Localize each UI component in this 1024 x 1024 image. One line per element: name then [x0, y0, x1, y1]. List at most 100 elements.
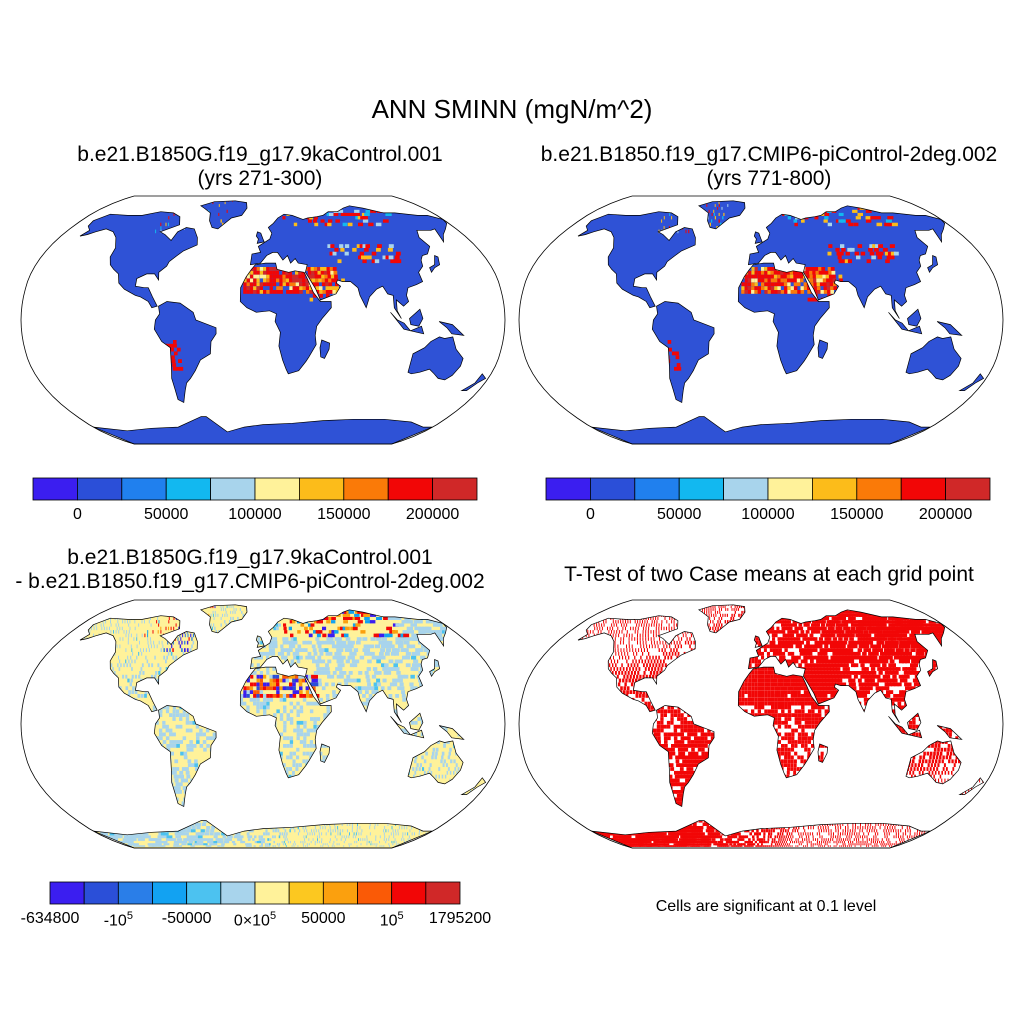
grid-cell — [406, 626, 413, 631]
grid-cell — [387, 686, 392, 691]
grid-cell — [166, 747, 171, 752]
grid-cell — [67, 637, 68, 641]
grid-cell — [180, 671, 183, 675]
grid-cell — [192, 620, 194, 624]
grid-cell — [495, 717, 499, 721]
grid-cell — [241, 633, 244, 638]
grid-cell — [279, 286, 283, 290]
grid-cell — [213, 616, 215, 620]
coastline-north-america — [577, 211, 696, 309]
grid-cell — [434, 793, 436, 798]
grid-cell — [198, 605, 200, 609]
continent-japan — [927, 255, 938, 273]
grid-cell — [467, 682, 473, 687]
grid-cell — [252, 637, 255, 641]
grid-cell — [443, 640, 450, 645]
grid-cell — [181, 640, 183, 645]
grid-cell — [183, 623, 185, 627]
grid-cell — [200, 697, 204, 702]
grid-cell — [416, 705, 421, 710]
grid-cell — [112, 732, 116, 737]
grid-cell — [402, 655, 407, 660]
grid-cell — [409, 682, 414, 687]
grid-cell — [453, 690, 458, 694]
grid-cell — [213, 694, 217, 698]
grid-cell — [64, 675, 66, 679]
grid-cell — [367, 659, 372, 664]
grid-cell — [300, 782, 304, 787]
grid-cell — [414, 690, 419, 694]
grid-cell — [123, 767, 128, 771]
grid-cell — [244, 786, 248, 790]
grid-cell — [368, 222, 374, 227]
grid-cell — [179, 701, 183, 706]
grid-cell — [291, 667, 295, 671]
grid-cell — [80, 640, 81, 645]
grid-cell — [189, 744, 194, 748]
grid-cell — [358, 222, 364, 227]
grid-cell — [312, 659, 316, 664]
grid-cell — [196, 697, 200, 702]
grid-cell — [403, 763, 406, 767]
grid-cell — [393, 763, 396, 767]
grid-cell — [313, 744, 317, 748]
grid-cell — [391, 840, 393, 844]
grid-cell — [207, 808, 212, 813]
grid-cell — [162, 732, 166, 737]
grid-cell — [321, 282, 326, 287]
grid-cell — [194, 212, 196, 216]
grid-cell — [259, 747, 263, 752]
grid-cell — [757, 286, 761, 290]
grid-cell — [332, 286, 336, 290]
grid-cell — [45, 721, 48, 725]
grid-cell — [338, 801, 340, 805]
grid-cell — [367, 732, 371, 737]
grid-cell — [477, 755, 480, 760]
grid-cell — [96, 674, 99, 679]
grid-cell — [332, 843, 334, 846]
grid-cell — [236, 717, 240, 721]
grid-cell — [191, 805, 196, 809]
grid-cell — [243, 686, 247, 691]
grid-cell — [398, 778, 401, 783]
grid-cell — [886, 222, 893, 227]
grid-cell — [274, 640, 278, 645]
grid-cell — [754, 278, 758, 283]
grid-cell — [173, 774, 178, 779]
grid-cell — [383, 793, 385, 798]
grid-cell — [116, 815, 123, 820]
grid-cell — [217, 840, 222, 844]
grid-cell — [434, 659, 440, 664]
grid-cell — [138, 822, 145, 826]
grid-cell — [247, 774, 251, 779]
grid-cell — [263, 620, 266, 624]
coastline-south-america — [153, 301, 217, 404]
grid-cell — [261, 845, 263, 847]
grid-cell — [99, 744, 104, 748]
grid-cell — [249, 808, 252, 813]
grid-cell — [98, 724, 102, 729]
grid-cell — [496, 744, 499, 748]
grid-cell — [74, 790, 80, 794]
grid-cell — [200, 763, 205, 767]
grid-cell — [377, 717, 381, 721]
grid-cell — [103, 782, 109, 787]
grid-cell — [325, 832, 327, 836]
grid-cell — [318, 286, 323, 290]
grid-cell — [467, 740, 470, 744]
grid-cell — [346, 835, 348, 839]
grid-cell — [878, 251, 884, 256]
grid-cell — [431, 797, 433, 802]
grid-cell — [330, 832, 332, 836]
grid-cell — [373, 720, 378, 725]
grid-cell — [433, 790, 435, 794]
grid-cell — [329, 840, 331, 844]
grid-cell — [708, 200, 710, 202]
grid-cell — [315, 819, 317, 823]
grid-cell — [403, 674, 409, 679]
grid-cell — [305, 278, 309, 283]
grid-cell — [266, 701, 270, 706]
grid-cell — [212, 815, 216, 820]
grid-cell — [265, 630, 269, 634]
grid-cell — [377, 774, 380, 779]
